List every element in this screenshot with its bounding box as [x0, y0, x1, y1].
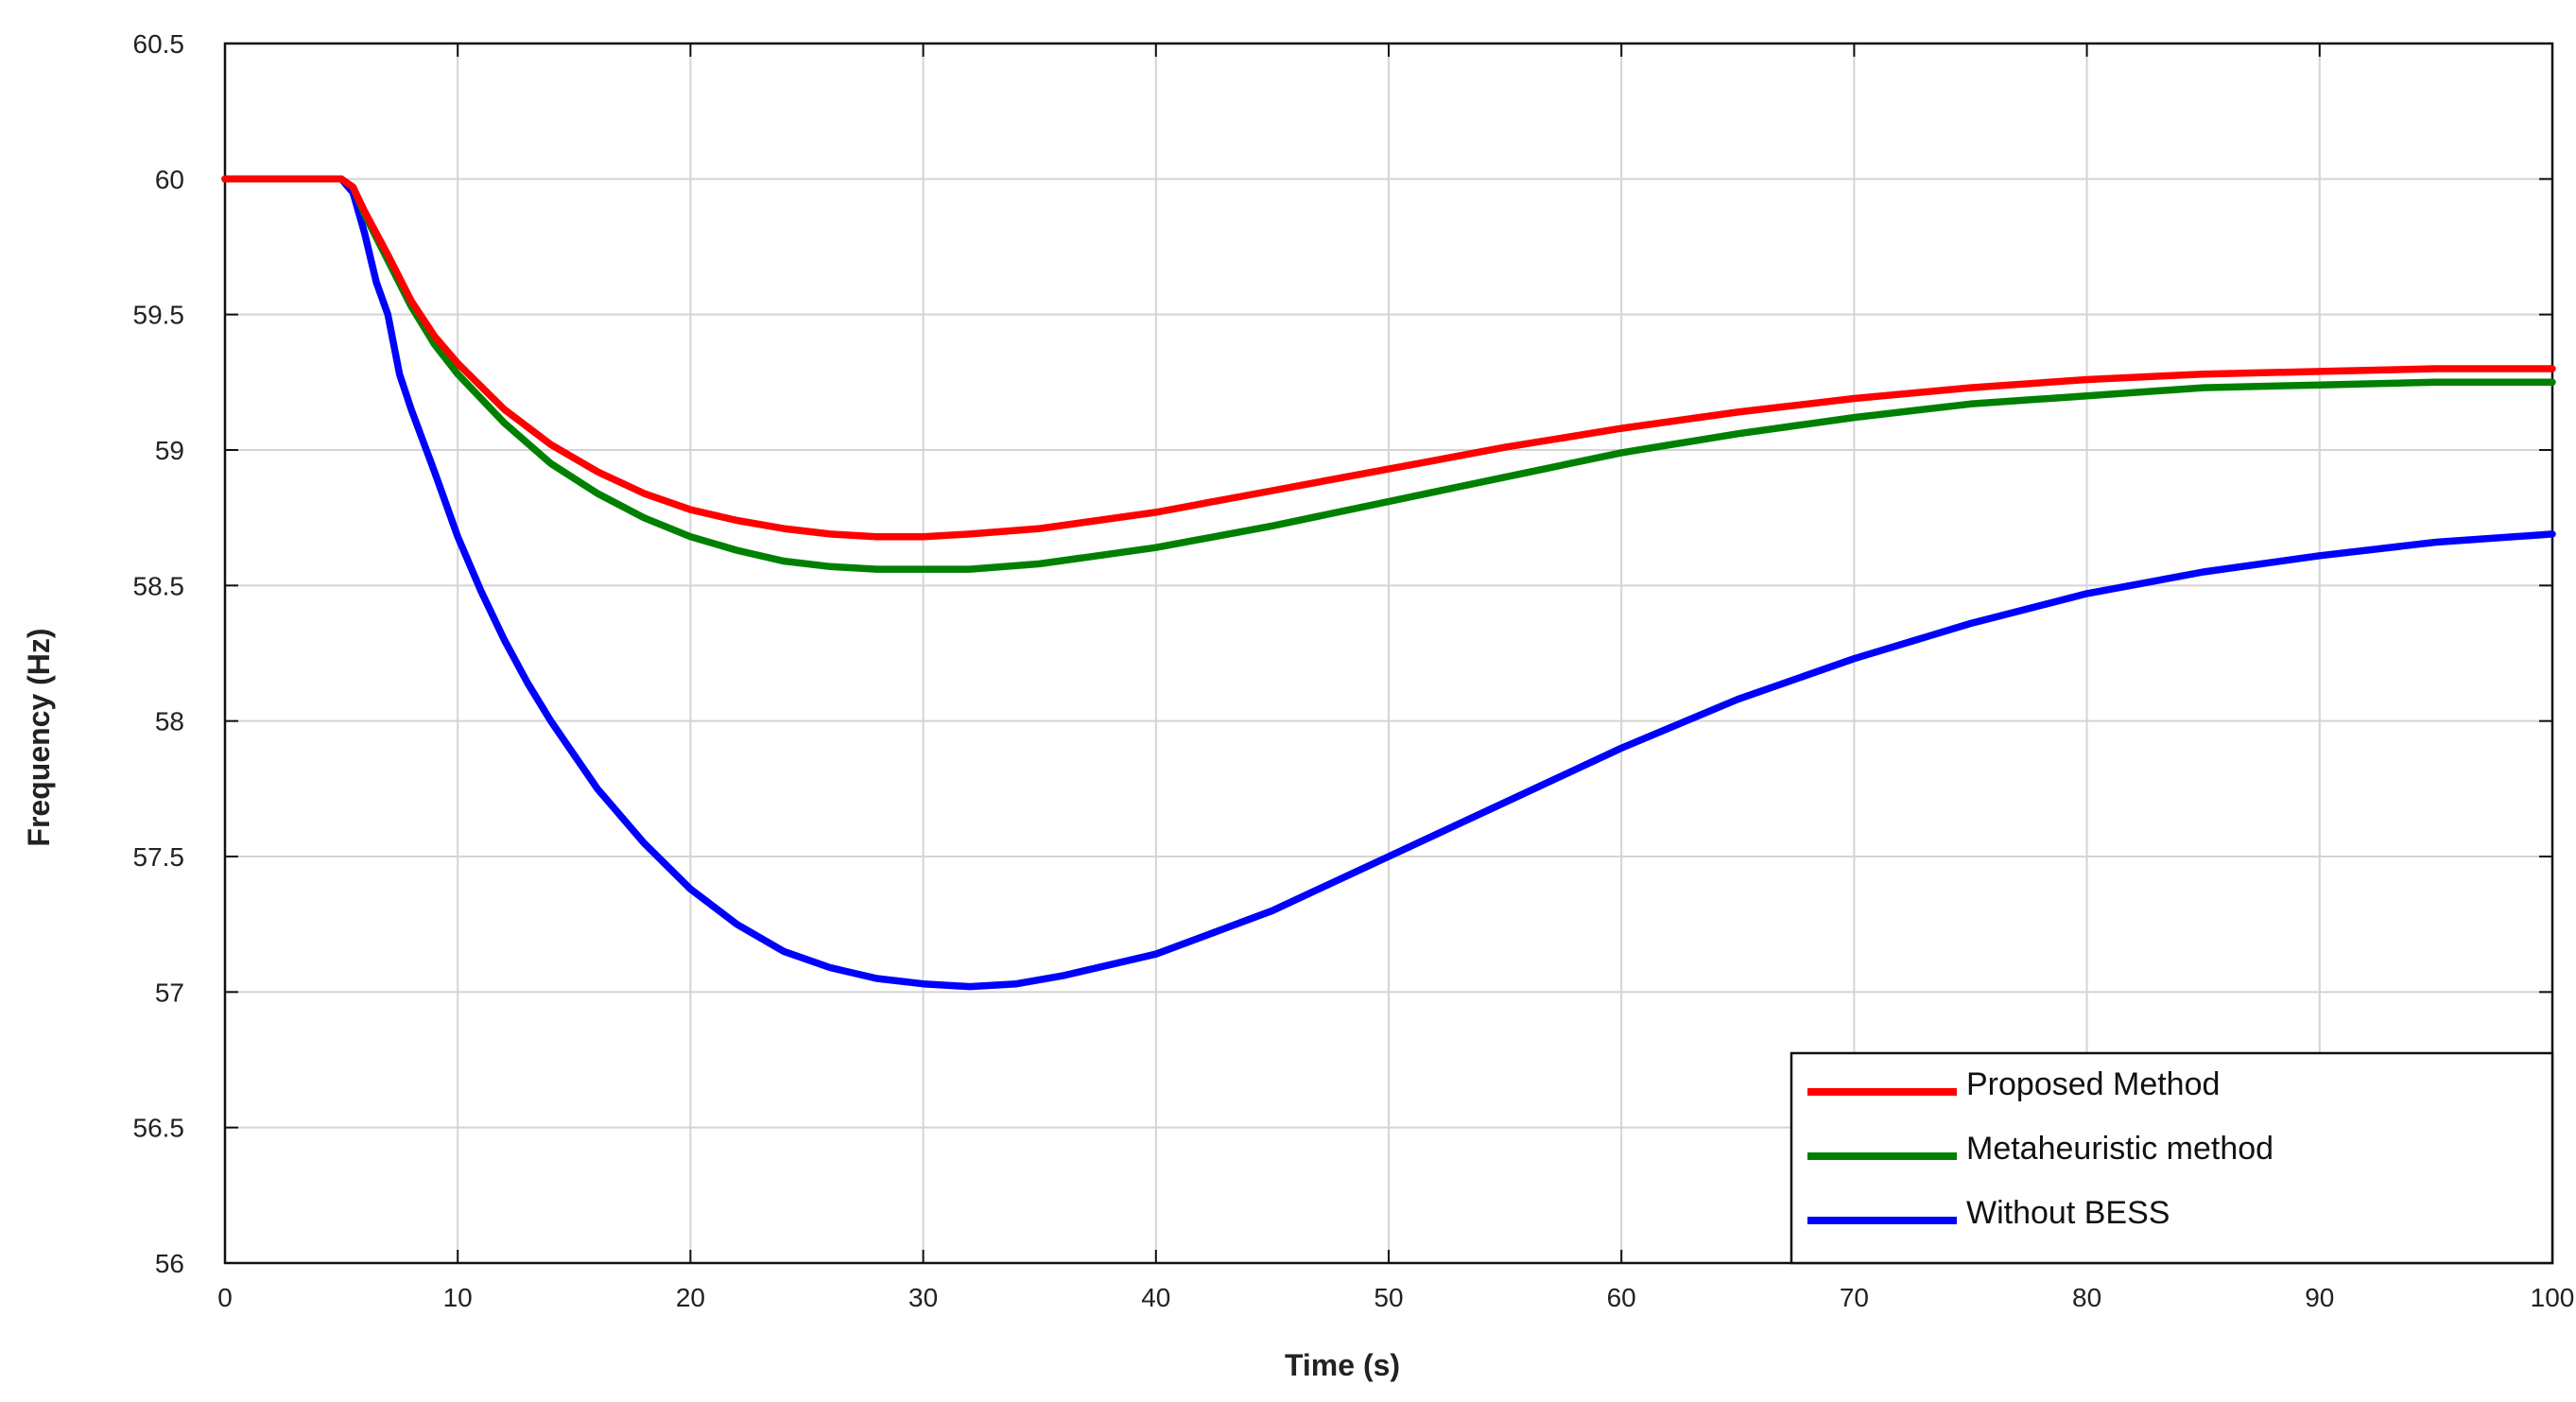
x-tick-label: 10	[443, 1283, 473, 1312]
y-tick-label: 60.5	[133, 29, 185, 59]
legend-label-metaheuristic: Metaheuristic method	[1966, 1131, 2273, 1167]
x-tick-label: 50	[1374, 1283, 1403, 1312]
x-axis-label: Time (s)	[1285, 1348, 1400, 1382]
legend-label-without-bess: Without BESS	[1966, 1195, 2170, 1231]
y-tick-label: 56	[155, 1249, 184, 1278]
legend: Proposed Method Metaheuristic method Wit…	[1789, 1051, 2554, 1265]
y-tick-label: 57.5	[133, 842, 185, 872]
y-tick-label: 57	[155, 978, 184, 1007]
x-tick-label: 100	[2531, 1283, 2575, 1312]
x-tick-label: 60	[1607, 1283, 1636, 1312]
y-tick-label: 58	[155, 707, 184, 736]
y-tick-label: 58.5	[133, 571, 185, 600]
y-tick-label: 59.5	[133, 301, 185, 330]
x-tick-label: 90	[2305, 1283, 2334, 1312]
x-tick-label: 30	[908, 1283, 938, 1312]
legend-label-proposed: Proposed Method	[1966, 1066, 2220, 1102]
y-tick-label: 59	[155, 436, 184, 465]
y-tick-label: 56.5	[133, 1114, 185, 1143]
x-tick-label: 40	[1141, 1283, 1170, 1312]
x-tick-label: 20	[676, 1283, 705, 1312]
series-line-proposed-method	[221, 175, 2556, 541]
x-tick-label: 70	[1840, 1283, 1869, 1312]
x-tick-label: 80	[2072, 1283, 2101, 1312]
x-tick-label: 0	[217, 1283, 233, 1312]
series-line-without-bess	[221, 175, 2556, 991]
series-lines	[221, 175, 2556, 991]
y-tick-label: 60	[155, 164, 184, 194]
axis-ticks: 0 10 20 30 40 50 60 70 80 90 100 56 56.5 57 57.5 58 58.5…	[133, 29, 2575, 1312]
y-axis-label: Frequency (Hz)	[22, 628, 56, 846]
